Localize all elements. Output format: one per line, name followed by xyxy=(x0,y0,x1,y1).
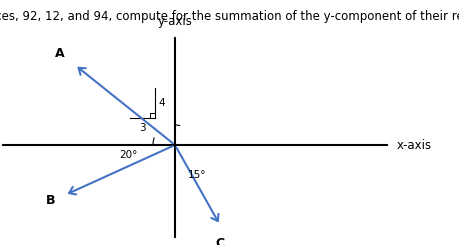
Text: 20°: 20° xyxy=(119,150,138,160)
Text: y-axis: y-axis xyxy=(157,15,192,28)
Text: x-axis: x-axis xyxy=(396,138,431,151)
Text: B: B xyxy=(45,194,55,207)
Text: C: C xyxy=(215,237,224,245)
Text: Given the forces, 92, 12, and 94, compute for the summation of the y-component o: Given the forces, 92, 12, and 94, comput… xyxy=(0,10,459,23)
Text: 3: 3 xyxy=(139,123,146,133)
Text: 15°: 15° xyxy=(188,170,206,180)
Text: 4: 4 xyxy=(157,98,164,108)
Text: A: A xyxy=(55,47,65,60)
